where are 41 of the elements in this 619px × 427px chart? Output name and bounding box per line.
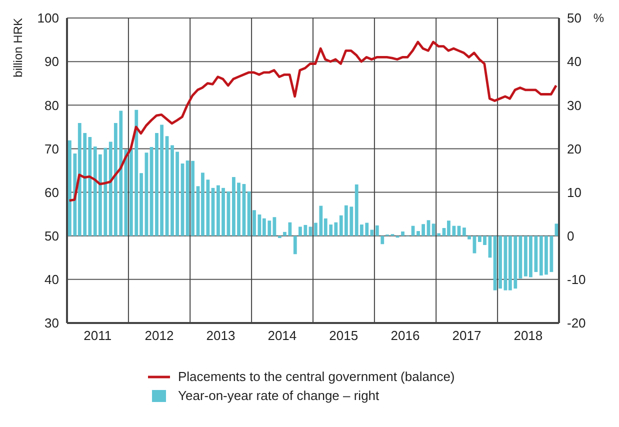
bar <box>498 236 502 289</box>
y2-tick-label: 30 <box>567 98 582 113</box>
x-tick-label: 2015 <box>329 328 358 344</box>
y-axis-title: billion HRK <box>11 18 25 78</box>
bar <box>468 236 471 240</box>
legend-label: Placements to the central government (balance) <box>178 369 455 384</box>
bar <box>554 224 558 236</box>
x-tick-label: 2012 <box>144 328 174 344</box>
y2-tick-label: 40 <box>567 54 582 70</box>
y2-tick-label: -20 <box>567 316 586 331</box>
bar <box>293 236 297 254</box>
bar <box>401 232 404 236</box>
x-tick-label: 2018 <box>514 328 543 344</box>
bar <box>375 225 379 236</box>
x-tick-label: 2011 <box>84 328 112 344</box>
y2-tick-label: 50 <box>567 10 582 26</box>
y-tick-label: 60 <box>44 184 59 200</box>
bar <box>308 226 312 236</box>
x-tick-label: 2016 <box>390 328 420 344</box>
bar <box>380 236 384 244</box>
y2-tick-label: 20 <box>567 141 582 156</box>
y-tick-label: 70 <box>44 141 59 156</box>
bar <box>462 228 466 236</box>
y-tick-label: 100 <box>37 10 59 26</box>
y2-tick-label: 0 <box>567 228 574 244</box>
y-tick-label: 80 <box>44 98 59 113</box>
y2-tick-label: 10 <box>567 184 582 200</box>
x-tick-label: 2013 <box>206 328 236 344</box>
y-tick-label: 30 <box>44 316 59 331</box>
y-tick-label: 50 <box>44 228 59 244</box>
x-tick-label: 2017 <box>452 328 482 344</box>
bar <box>426 220 430 236</box>
bar <box>252 210 256 236</box>
y2-tick-label: -10 <box>567 272 586 288</box>
y-tick-label: 40 <box>44 272 59 288</box>
legend-label: Year-on-year rate of change – right <box>178 388 380 403</box>
y-tick-label: 90 <box>44 54 59 70</box>
y2-axis-title: % <box>593 11 604 25</box>
x-tick-label: 2014 <box>268 328 297 344</box>
bar <box>278 236 282 238</box>
line-series <box>68 40 558 202</box>
